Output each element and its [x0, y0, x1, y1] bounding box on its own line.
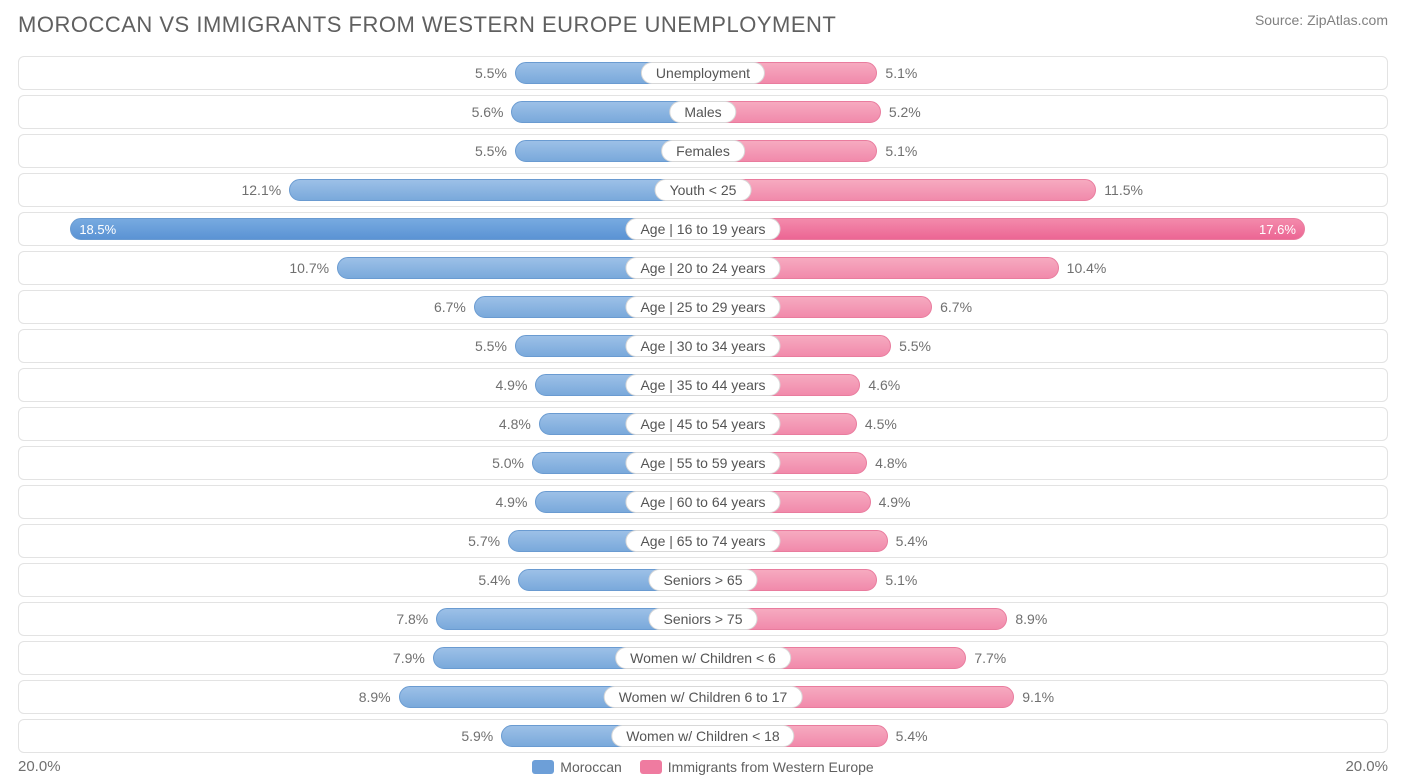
value-right: 4.5% [857, 416, 905, 432]
chart-row: 6.7% 6.7% Age | 25 to 29 years [18, 290, 1388, 324]
header: MOROCCAN VS IMMIGRANTS FROM WESTERN EURO… [18, 12, 1388, 38]
value-right: 11.5% [1096, 182, 1151, 198]
chart-row: 5.5% 5.1% Females [18, 134, 1388, 168]
category-label: Age | 65 to 74 years [625, 530, 780, 552]
value-right: 17.6% [1251, 222, 1304, 237]
category-label: Women w/ Children < 18 [611, 725, 794, 747]
diverging-bar-chart: 5.5% 5.1% Unemployment 5.6% 5.2% Males 5.5% 5.1… [18, 56, 1388, 753]
value-left: 5.5% [467, 65, 515, 81]
chart-row: 12.1% 11.5% Youth < 25 [18, 173, 1388, 207]
value-left: 12.1% [233, 182, 289, 198]
value-right: 9.1% [1014, 689, 1062, 705]
value-right: 4.9% [871, 494, 919, 510]
category-label: Age | 30 to 34 years [625, 335, 780, 357]
value-left: 5.4% [470, 572, 518, 588]
chart-row: 8.9% 9.1% Women w/ Children 6 to 17 [18, 680, 1388, 714]
value-left: 5.6% [464, 104, 512, 120]
axis-max-right: 20.0% [1345, 758, 1388, 775]
chart-row: 4.8% 4.5% Age | 45 to 54 years [18, 407, 1388, 441]
chart-row: 5.5% 5.1% Unemployment [18, 56, 1388, 90]
chart-row: 5.6% 5.2% Males [18, 95, 1388, 129]
chart-footer: 20.0% Moroccan Immigrants from Western E… [18, 758, 1388, 775]
category-label: Age | 45 to 54 years [625, 413, 780, 435]
value-left: 7.9% [385, 650, 433, 666]
value-right: 8.9% [1007, 611, 1055, 627]
legend-swatch-icon [532, 760, 554, 774]
bar-right: 17.6% [703, 218, 1305, 240]
value-left: 5.7% [460, 533, 508, 549]
axis-max-left: 20.0% [18, 758, 61, 775]
chart-row: 7.9% 7.7% Women w/ Children < 6 [18, 641, 1388, 675]
value-right: 5.1% [877, 143, 925, 159]
value-left: 7.8% [388, 611, 436, 627]
bar-left: 18.5% [70, 218, 703, 240]
value-left: 8.9% [351, 689, 399, 705]
value-right: 6.7% [932, 299, 980, 315]
value-right: 10.4% [1059, 260, 1115, 276]
legend-swatch-icon [640, 760, 662, 774]
legend-label: Immigrants from Western Europe [668, 759, 874, 775]
value-right: 4.6% [860, 377, 908, 393]
bar-left [289, 179, 703, 201]
value-right: 4.8% [867, 455, 915, 471]
category-label: Unemployment [641, 62, 765, 84]
chart-row: 4.9% 4.6% Age | 35 to 44 years [18, 368, 1388, 402]
category-label: Age | 25 to 29 years [625, 296, 780, 318]
category-label: Age | 35 to 44 years [625, 374, 780, 396]
value-left: 6.7% [426, 299, 474, 315]
value-left: 5.5% [467, 143, 515, 159]
category-label: Females [661, 140, 745, 162]
chart-title: MOROCCAN VS IMMIGRANTS FROM WESTERN EURO… [18, 12, 836, 38]
chart-row: 5.0% 4.8% Age | 55 to 59 years [18, 446, 1388, 480]
value-left: 18.5% [71, 222, 124, 237]
chart-row: 5.9% 5.4% Women w/ Children < 18 [18, 719, 1388, 753]
category-label: Women w/ Children 6 to 17 [604, 686, 803, 708]
category-label: Age | 20 to 24 years [625, 257, 780, 279]
chart-row: 5.5% 5.5% Age | 30 to 34 years [18, 329, 1388, 363]
category-label: Age | 55 to 59 years [625, 452, 780, 474]
value-left: 4.8% [491, 416, 539, 432]
chart-row: 18.5% 17.6% Age | 16 to 19 years [18, 212, 1388, 246]
legend-item-immigrants: Immigrants from Western Europe [640, 759, 874, 775]
source-label: Source: ZipAtlas.com [1255, 12, 1388, 28]
bar-right [703, 179, 1096, 201]
chart-row: 10.7% 10.4% Age | 20 to 24 years [18, 251, 1388, 285]
chart-row: 7.8% 8.9% Seniors > 75 [18, 602, 1388, 636]
category-label: Youth < 25 [655, 179, 752, 201]
value-right: 5.2% [881, 104, 929, 120]
chart-row: 4.9% 4.9% Age | 60 to 64 years [18, 485, 1388, 519]
legend-item-moroccan: Moroccan [532, 759, 621, 775]
value-right: 5.4% [888, 728, 936, 744]
value-right: 5.1% [877, 65, 925, 81]
value-right: 5.4% [888, 533, 936, 549]
category-label: Males [669, 101, 736, 123]
value-left: 4.9% [488, 494, 536, 510]
category-label: Women w/ Children < 6 [615, 647, 791, 669]
category-label: Seniors > 65 [649, 569, 758, 591]
value-right: 5.5% [891, 338, 939, 354]
legend-label: Moroccan [560, 759, 621, 775]
chart-row: 5.4% 5.1% Seniors > 65 [18, 563, 1388, 597]
value-right: 5.1% [877, 572, 925, 588]
category-label: Seniors > 75 [649, 608, 758, 630]
category-label: Age | 60 to 64 years [625, 491, 780, 513]
value-left: 4.9% [488, 377, 536, 393]
value-right: 7.7% [966, 650, 1014, 666]
value-left: 5.0% [484, 455, 532, 471]
legend: Moroccan Immigrants from Western Europe [61, 759, 1346, 775]
chart-row: 5.7% 5.4% Age | 65 to 74 years [18, 524, 1388, 558]
chart-container: MOROCCAN VS IMMIGRANTS FROM WESTERN EURO… [0, 0, 1406, 779]
value-left: 5.5% [467, 338, 515, 354]
value-left: 5.9% [453, 728, 501, 744]
category-label: Age | 16 to 19 years [625, 218, 780, 240]
value-left: 10.7% [281, 260, 337, 276]
